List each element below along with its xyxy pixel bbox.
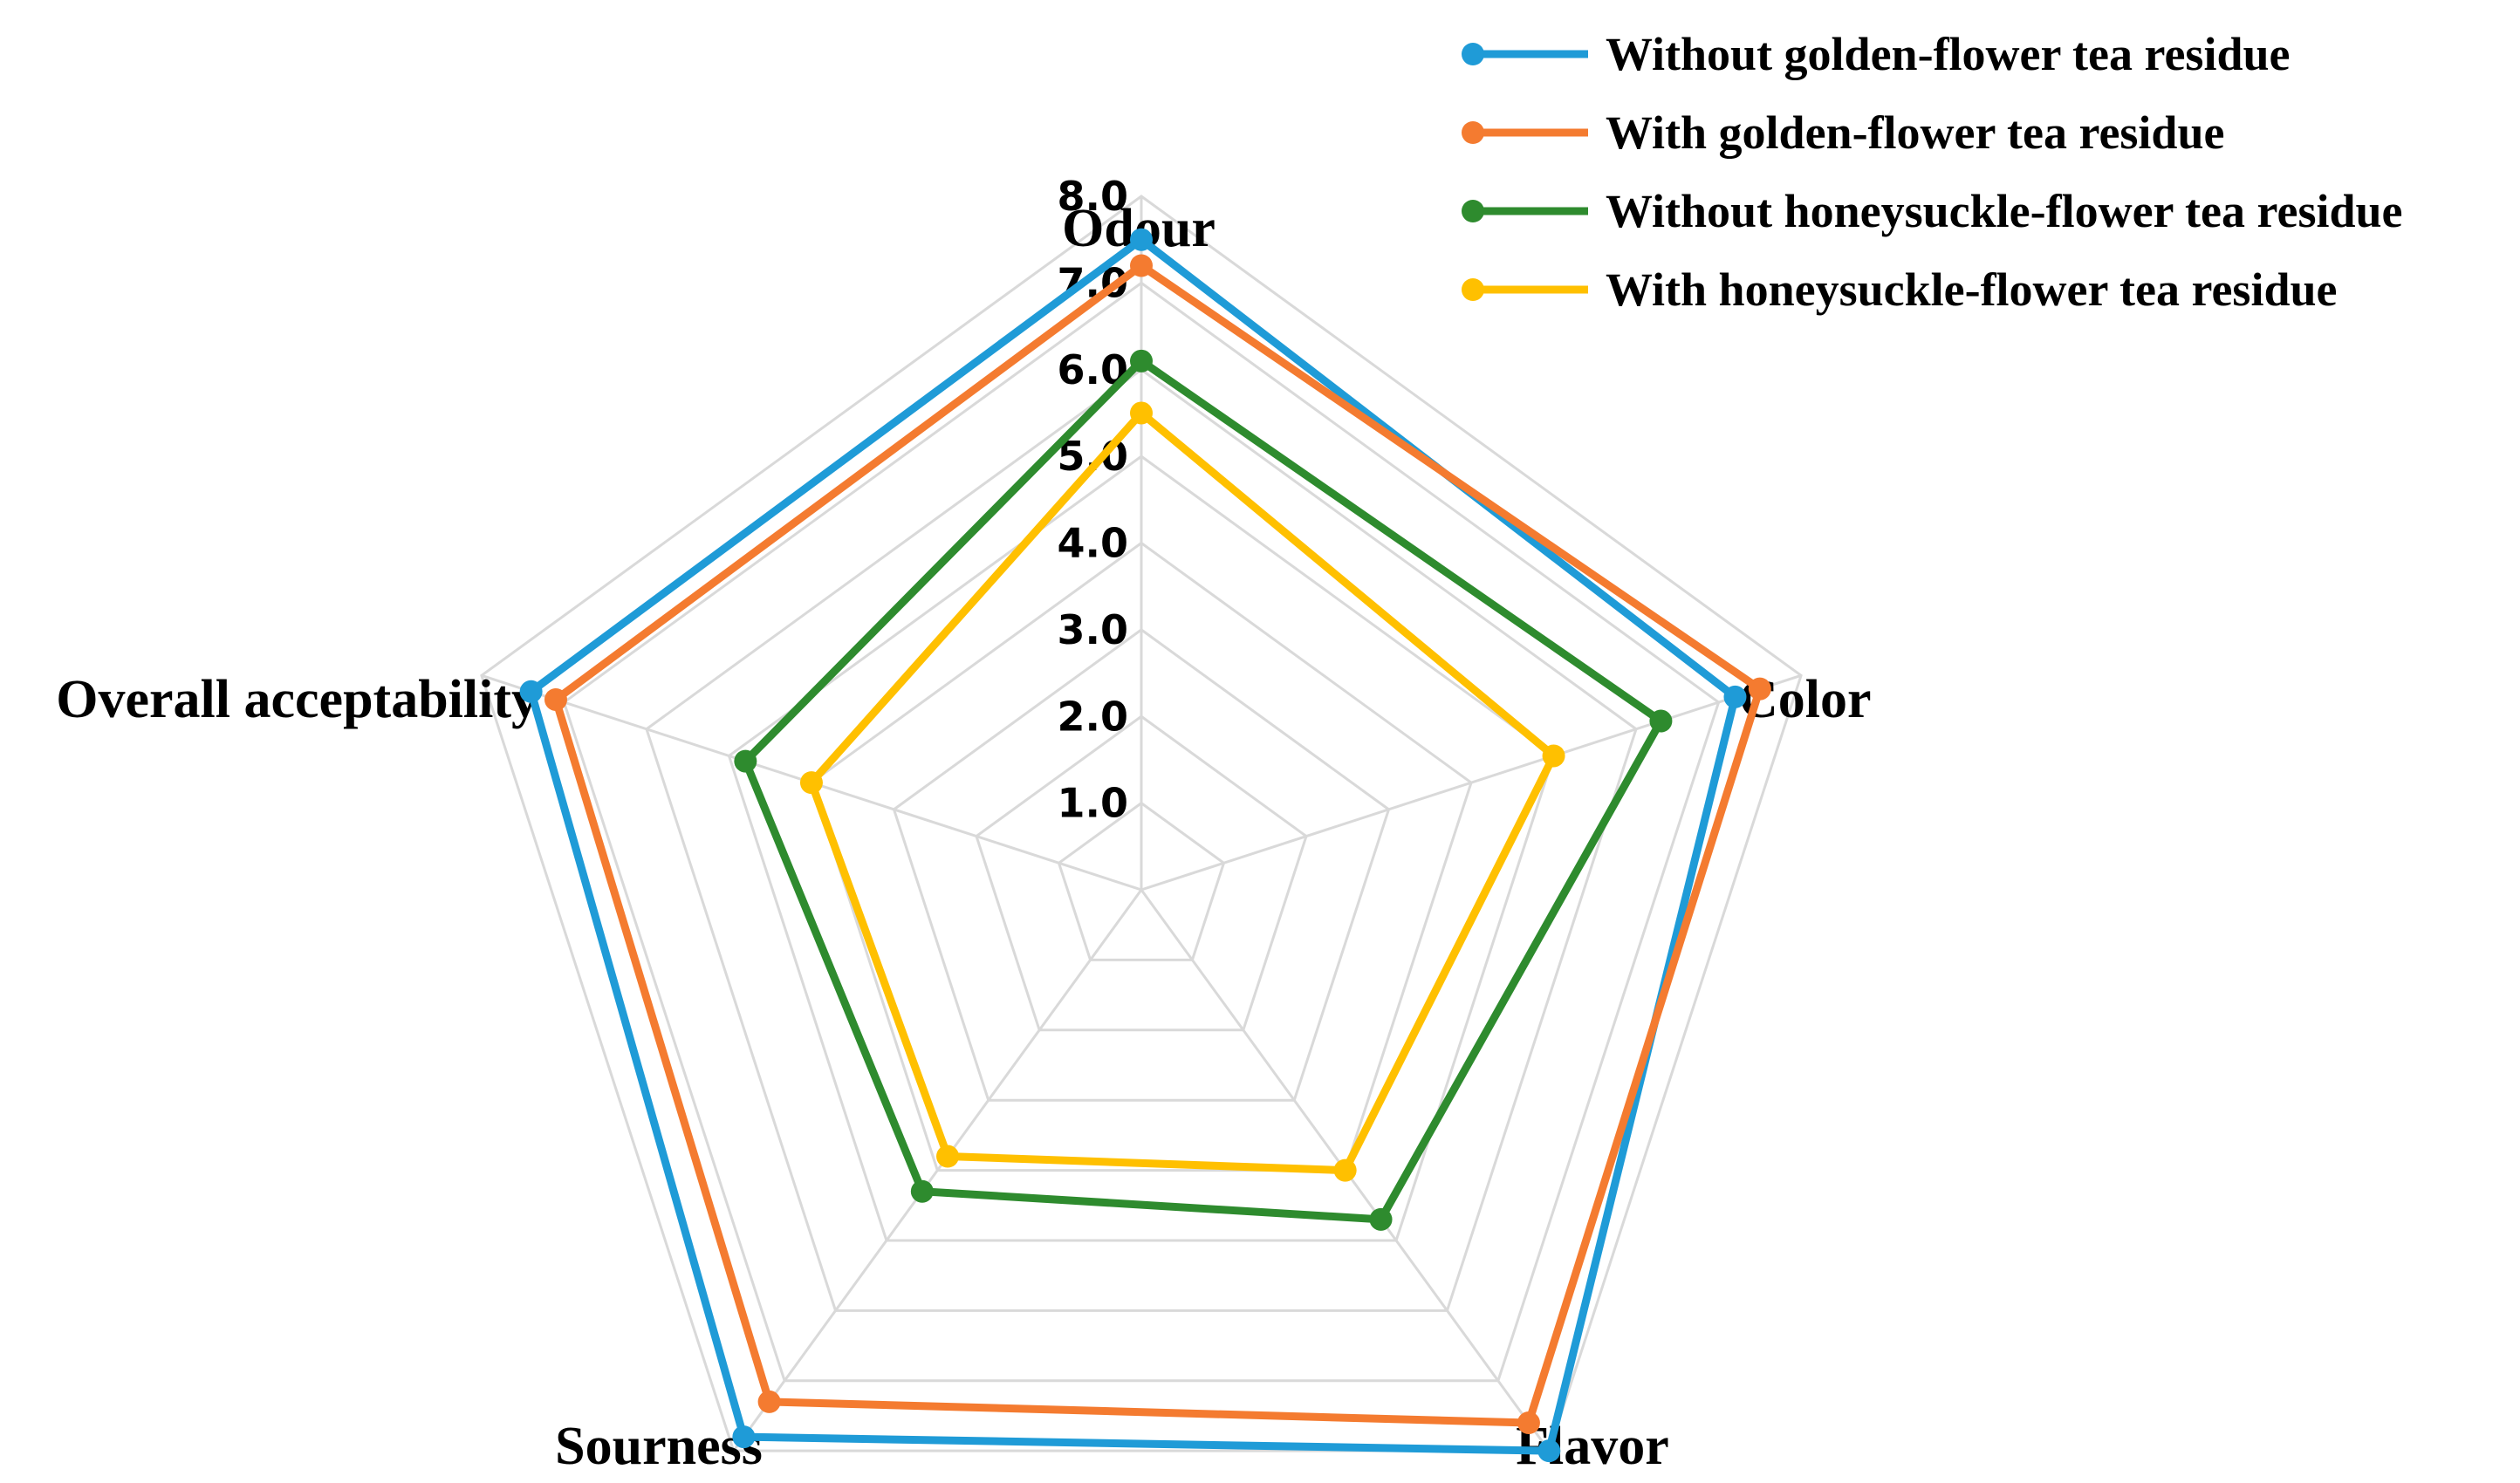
series-line [807,408,1558,1175]
data-point [1537,1439,1561,1463]
series-2 [544,254,1771,1435]
grid-ring [892,628,1391,1102]
data-point [799,771,823,795]
data-point [1130,228,1153,251]
series-4 [799,401,1565,1182]
legend-label: Without honeysuckle-flower tea residue [1606,185,2403,237]
radar-grid [480,195,1803,1452]
legend-marker [1462,121,1484,144]
data-point [1333,1158,1357,1182]
data-point [1130,401,1153,425]
series-3 [734,349,1673,1231]
grid-spoke [732,889,1143,1452]
legend-entry: With honeysuckle-flower tea residue [1462,263,2337,316]
legend-marker [1462,278,1484,301]
data-point [1542,744,1565,768]
legend-marker [1462,200,1484,222]
tick-label: 8.0 [1058,173,1129,220]
tick-labels: 1.02.03.04.05.06.07.08.0 [1058,173,1129,827]
grid-ring [975,714,1308,1032]
legend-entry: Without golden-flower tea residue [1462,28,2290,80]
tick-label: 2.0 [1058,693,1129,740]
data-point [1649,709,1673,733]
legend: Without golden-flower tea residue With go… [1462,28,2403,316]
axis-label-overall-acceptability: Overall acceptability [56,670,538,729]
grid-spoke [1140,673,1802,892]
legend-label: With honeysuckle-flower tea residue [1606,263,2337,316]
grid-ring [480,195,1803,1452]
data-point [757,1390,781,1413]
series-line [551,262,1764,1427]
data-point [910,1179,934,1203]
data-point [1130,349,1153,372]
series-1 [519,228,1747,1463]
tick-label: 4.0 [1058,520,1129,567]
data-point [1748,677,1771,700]
grid-ring [1057,801,1226,961]
data-point [732,1425,756,1449]
grid-ring [562,281,1721,1383]
legend-label: Without golden-flower tea residue [1606,28,2290,80]
tick-label: 1.0 [1058,780,1129,827]
data-point [936,1145,960,1168]
data-point [734,749,757,773]
series-line [527,236,1739,1455]
axis-label-sourness: Sourness [555,1417,763,1476]
series-line [741,357,1665,1224]
data-point [544,687,567,711]
grid-ring [645,367,1638,1312]
legend-marker [1462,43,1484,65]
data-point [1517,1411,1540,1435]
legend-label: With golden-flower tea residue [1606,106,2224,159]
series-layer [519,228,1771,1463]
tick-label: 3.0 [1058,606,1129,653]
legend-entry: Without honeysuckle-flower tea residue [1462,185,2403,237]
legend-entry: With golden-flower tea residue [1462,106,2224,159]
data-point [519,680,543,703]
data-point [1723,685,1747,708]
data-point [1369,1207,1393,1231]
grid-ring [810,541,1473,1172]
data-point [1130,254,1153,277]
